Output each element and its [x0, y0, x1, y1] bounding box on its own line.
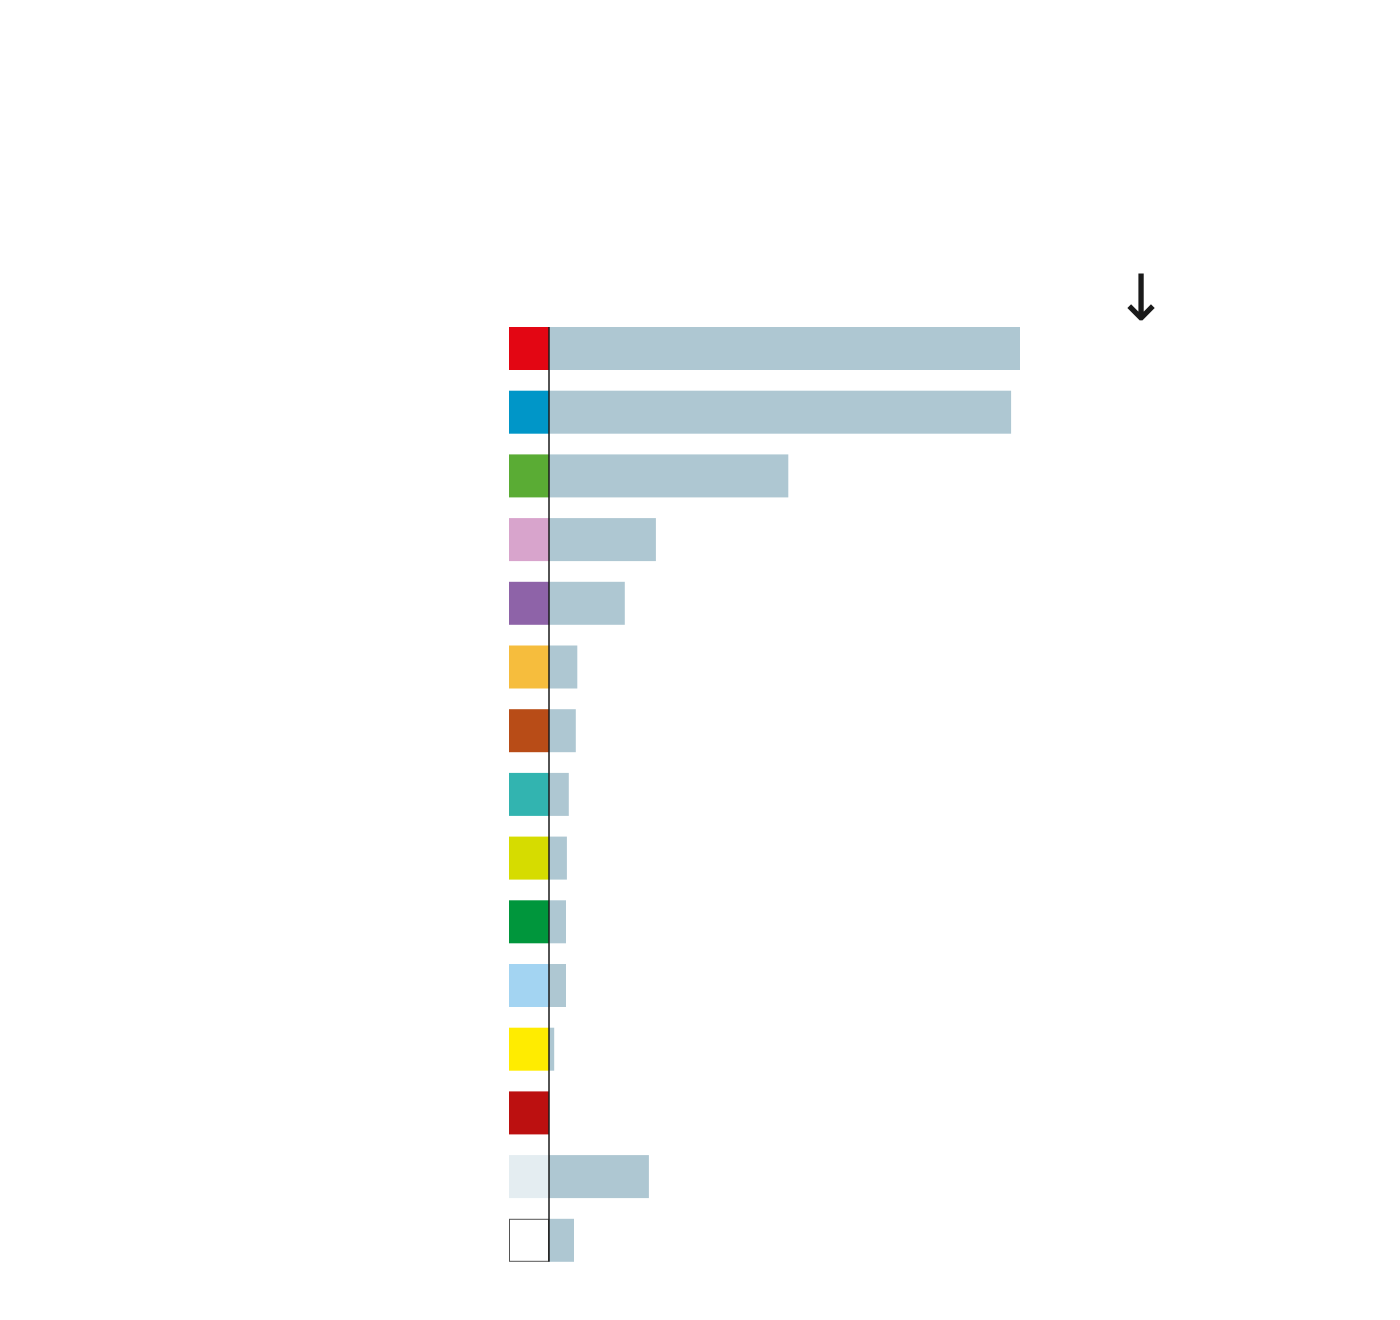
bar-3[interactable]: [549, 454, 789, 498]
category-swatch-4: [509, 518, 549, 562]
bar-6[interactable]: [549, 645, 578, 689]
bar-1[interactable]: [549, 327, 1020, 370]
bar-9[interactable]: [549, 836, 567, 880]
category-swatch-9: [509, 836, 549, 880]
bar-14[interactable]: [549, 1155, 649, 1199]
category-swatch-5: [509, 581, 549, 625]
category-swatch-7: [509, 709, 549, 753]
bars-layer: [549, 327, 1020, 1262]
category-swatch-14: [509, 1155, 549, 1199]
category-swatch-8: [509, 772, 549, 816]
category-swatch-6: [509, 645, 549, 689]
bar-8[interactable]: [549, 772, 569, 816]
category-swatches: [509, 327, 549, 1262]
bar-2[interactable]: [549, 390, 1012, 434]
category-swatch-1: [509, 327, 549, 370]
category-swatch-15: [509, 1218, 549, 1262]
bar-12[interactable]: [549, 1027, 555, 1071]
bar-7[interactable]: [549, 709, 576, 753]
category-swatch-10: [509, 900, 549, 944]
category-swatch-11: [509, 964, 549, 1007]
bar-11[interactable]: [549, 964, 566, 1007]
category-swatch-3: [509, 454, 549, 498]
bar-10[interactable]: [549, 900, 566, 944]
bar-4[interactable]: [549, 518, 656, 562]
bar-15[interactable]: [549, 1218, 574, 1262]
bar-5[interactable]: [549, 581, 625, 625]
category-swatch-12: [509, 1027, 549, 1071]
category-swatch-13: [509, 1091, 549, 1135]
category-swatch-2: [509, 390, 549, 434]
sort-indicator-arrow-icon[interactable]: ↓: [1114, 262, 1168, 336]
